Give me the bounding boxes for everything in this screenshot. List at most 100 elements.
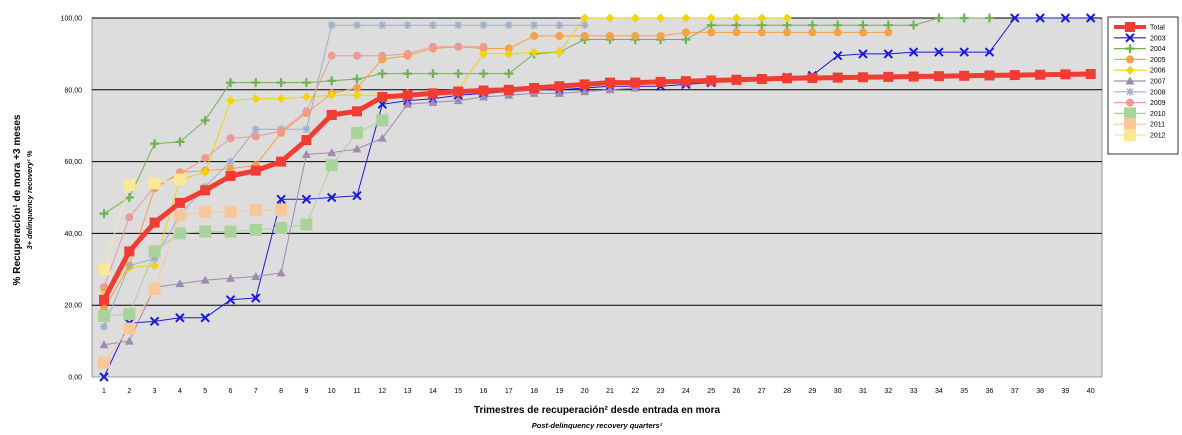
y-tick-label: 80,00 — [64, 87, 82, 94]
data-point — [99, 340, 109, 349]
x-tick-label: 21 — [606, 388, 614, 395]
legend-item: 2012 — [1114, 129, 1166, 141]
data-point — [249, 223, 262, 236]
data-point — [275, 204, 288, 217]
series-line — [103, 17, 1091, 378]
series-2012 — [98, 173, 186, 276]
data-point — [732, 28, 741, 37]
data-point — [504, 49, 514, 59]
data-point — [98, 309, 110, 322]
x-tick-label: 37 — [1011, 388, 1019, 395]
data-point — [301, 78, 311, 88]
data-point — [377, 91, 388, 102]
x-tick-label: 22 — [631, 388, 639, 395]
data-point — [681, 13, 691, 23]
plot-area — [91, 17, 1103, 378]
x-tick-label: 38 — [1036, 388, 1044, 395]
data-point — [325, 159, 338, 172]
data-point — [859, 28, 867, 37]
data-point — [655, 76, 666, 87]
data-point — [99, 209, 109, 219]
data-point — [934, 13, 944, 23]
data-point — [529, 47, 539, 57]
data-point — [149, 217, 160, 228]
legend-item: 2010 — [1114, 107, 1166, 120]
x-tick-label: 2 — [127, 388, 131, 395]
data-point — [173, 173, 186, 186]
data-point — [1124, 129, 1136, 141]
data-point — [1124, 107, 1136, 120]
x-tick-label: 36 — [986, 388, 994, 395]
legend-label: 2005 — [1150, 57, 1166, 64]
data-point — [504, 69, 514, 79]
data-point — [504, 44, 513, 53]
data-point — [529, 83, 540, 94]
x-tick-label: 7 — [254, 388, 258, 395]
data-point — [884, 28, 893, 37]
data-point — [959, 47, 969, 57]
data-point — [554, 81, 565, 92]
data-point — [757, 13, 767, 23]
data-point — [301, 194, 312, 205]
data-point — [302, 107, 311, 116]
y-axis-ticks: 0,00 20,00 40,00 60,00 80,00 100,00 — [61, 16, 83, 382]
data-point — [150, 261, 160, 271]
data-point — [706, 75, 717, 86]
data-point — [124, 193, 134, 202]
series-2010 — [98, 114, 389, 322]
legend-label: 2004 — [1150, 46, 1166, 53]
data-point — [631, 31, 640, 40]
data-point — [908, 47, 919, 57]
series-line — [101, 71, 1091, 301]
data-point — [226, 96, 235, 106]
data-point — [555, 21, 564, 30]
data-point — [200, 167, 210, 177]
legend-item: Total — [1114, 22, 1165, 32]
data-point — [276, 156, 287, 167]
data-point — [883, 20, 893, 30]
data-point — [909, 20, 919, 30]
data-point — [1126, 55, 1134, 64]
data-point — [453, 69, 463, 79]
data-point — [402, 90, 413, 101]
data-point — [1125, 33, 1135, 43]
data-point — [479, 92, 488, 101]
data-point — [327, 90, 337, 100]
series-line — [103, 46, 484, 288]
data-point — [1060, 69, 1071, 80]
data-point — [1010, 13, 1020, 23]
data-point — [479, 21, 488, 30]
data-point — [680, 76, 691, 87]
data-point — [148, 177, 161, 190]
x-tick-label: 14 — [429, 388, 437, 395]
data-point — [175, 279, 185, 288]
x-tick-label: 27 — [758, 388, 766, 395]
data-point — [123, 308, 136, 321]
data-point — [300, 218, 313, 231]
y-axis-subtitle: 3+ delinquency recovery¹ % — [25, 150, 34, 249]
x-tick-label: 40 — [1087, 388, 1095, 395]
data-point — [174, 197, 185, 208]
y-tick-label: 60,00 — [64, 159, 82, 166]
x-axis-subtitle: Post-delinquency recovery quarters² — [532, 421, 663, 430]
legend-label: 2008 — [1150, 89, 1166, 96]
data-point — [479, 49, 488, 59]
data-point — [731, 74, 742, 85]
data-point — [201, 154, 210, 163]
data-point — [226, 164, 235, 173]
data-point — [605, 13, 615, 23]
data-point — [783, 28, 792, 37]
data-point — [503, 84, 514, 95]
data-point — [377, 69, 387, 79]
data-point — [1085, 69, 1096, 80]
data-point — [1035, 69, 1046, 80]
data-point — [555, 31, 564, 40]
data-point — [376, 114, 389, 127]
data-point — [580, 21, 589, 30]
data-point — [302, 125, 311, 134]
data-point — [858, 20, 868, 30]
data-point — [327, 51, 336, 60]
x-tick-label: 19 — [556, 388, 564, 395]
data-point — [454, 21, 463, 30]
series-line — [103, 87, 636, 346]
